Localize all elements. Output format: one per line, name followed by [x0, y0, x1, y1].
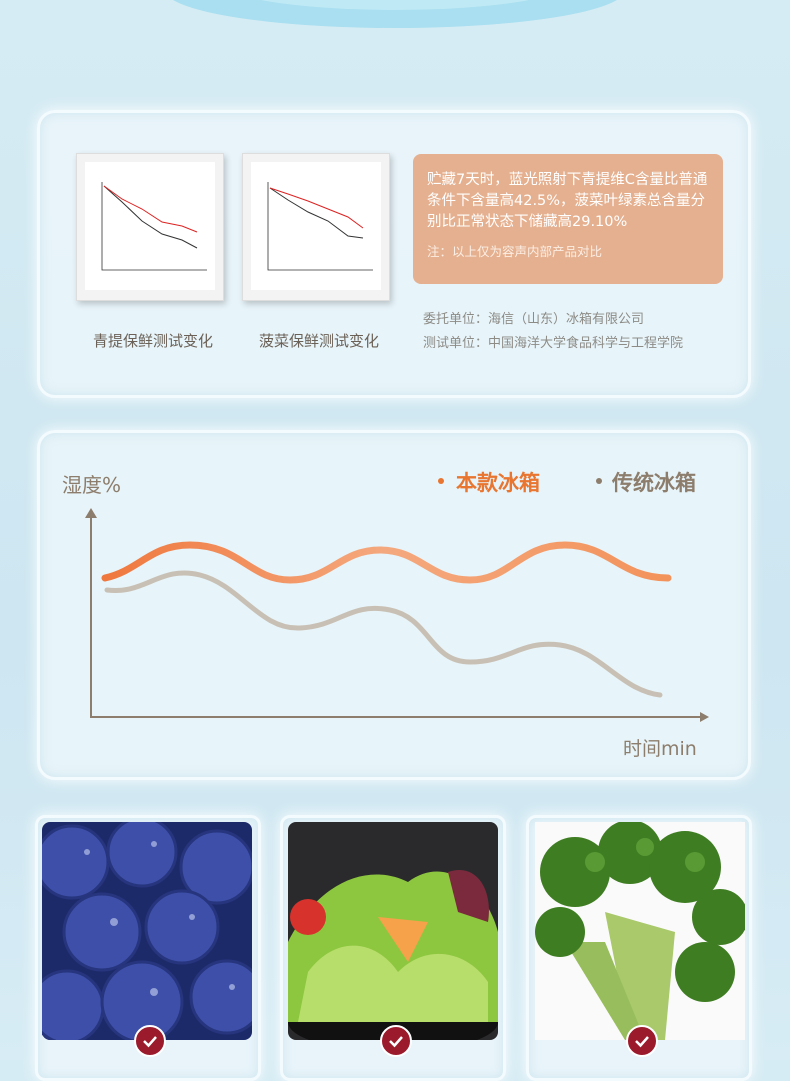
blueberry-photo	[42, 822, 252, 1040]
salad-photo	[288, 822, 498, 1040]
check-icon	[380, 1025, 412, 1057]
note-text: 贮藏7天时，蓝光照射下青提维C含量比普通条件下含量高42.5%，菠菜叶绿素总含量…	[427, 172, 708, 230]
credit: 测试单位：中国海洋大学食品科学与工程学院	[423, 336, 684, 351]
caption: 青提保鲜测试变化	[92, 332, 213, 350]
humidity-card	[37, 430, 751, 780]
legend-label: 本款冰箱	[456, 471, 540, 495]
check-icon	[134, 1025, 166, 1057]
note-box: 贮藏7天时，蓝光照射下青提维C含量比普通条件下含量高42.5%，菠菜叶绿素总含量…	[413, 154, 723, 284]
broccoli-photo	[535, 822, 745, 1040]
humidity-diagram	[85, 478, 709, 722]
y-label: 湿度%	[62, 473, 122, 497]
caption: 菠菜保鲜测试变化	[258, 332, 379, 350]
chart-image	[242, 153, 390, 301]
legend-label: 传统冰箱	[612, 471, 696, 495]
top-glow	[173, 0, 617, 28]
disclaimer: 注：以上仅为容声内部产品对比	[427, 244, 603, 259]
chart-image	[76, 153, 224, 301]
check-icon	[626, 1025, 658, 1057]
credit: 委托单位：海信（山东）冰箱有限公司	[423, 312, 645, 327]
x-label: 时间min	[623, 738, 697, 760]
